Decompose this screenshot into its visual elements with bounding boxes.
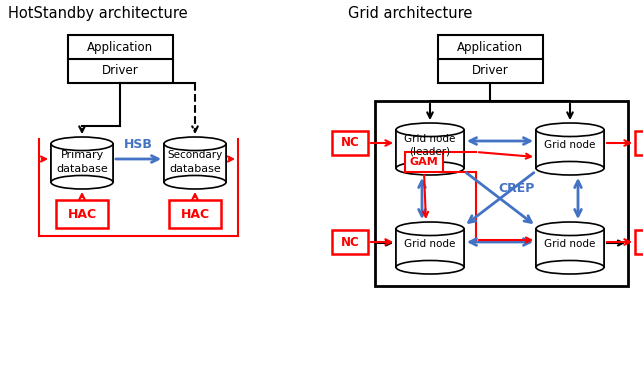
Bar	[332, 131, 368, 155]
Text: GAM: GAM	[410, 157, 439, 167]
Text: CREP: CREP	[499, 182, 535, 195]
Text: HAC: HAC	[68, 208, 96, 221]
Text: (leader): (leader)	[410, 146, 451, 156]
Ellipse shape	[51, 176, 113, 189]
Bar	[635, 230, 643, 254]
Text: NC: NC	[341, 136, 359, 149]
Text: Application: Application	[87, 40, 153, 53]
Text: Grid node: Grid node	[404, 239, 456, 249]
Bar	[169, 200, 221, 228]
Text: Grid node: Grid node	[404, 134, 456, 144]
Text: Grid architecture: Grid architecture	[348, 6, 473, 21]
Text: Driver: Driver	[471, 64, 509, 77]
Ellipse shape	[51, 137, 113, 150]
Bar	[396, 130, 464, 168]
Text: HotStandby architecture: HotStandby architecture	[8, 6, 188, 21]
Ellipse shape	[536, 123, 604, 136]
Ellipse shape	[396, 261, 464, 274]
Text: Driver: Driver	[102, 64, 138, 77]
Bar	[536, 130, 604, 168]
Bar	[164, 144, 226, 182]
Text: NC: NC	[341, 235, 359, 248]
Bar	[405, 152, 443, 172]
Ellipse shape	[396, 222, 464, 235]
Bar	[437, 35, 543, 83]
Text: HAC: HAC	[181, 208, 210, 221]
Ellipse shape	[536, 222, 604, 235]
Ellipse shape	[536, 162, 604, 175]
Bar	[396, 229, 464, 267]
Bar	[56, 200, 108, 228]
Bar	[332, 230, 368, 254]
Ellipse shape	[164, 137, 226, 150]
Text: Secondary: Secondary	[167, 150, 222, 160]
Bar	[51, 144, 113, 182]
Ellipse shape	[164, 176, 226, 189]
Ellipse shape	[396, 162, 464, 175]
Bar	[536, 229, 604, 267]
Text: database: database	[169, 164, 221, 174]
Text: Grid node: Grid node	[545, 140, 595, 150]
Bar	[68, 35, 172, 83]
Ellipse shape	[536, 261, 604, 274]
Bar	[375, 101, 628, 286]
Text: Grid node: Grid node	[545, 239, 595, 249]
Text: Primary: Primary	[60, 150, 104, 160]
Bar	[635, 131, 643, 155]
Text: database: database	[56, 164, 108, 174]
Text: Application: Application	[457, 40, 523, 53]
Ellipse shape	[396, 123, 464, 136]
Text: HSB: HSB	[123, 139, 152, 152]
